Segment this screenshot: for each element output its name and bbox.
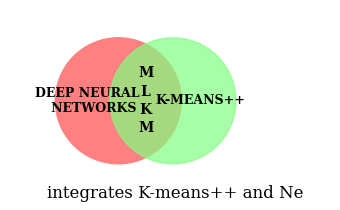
- Circle shape: [55, 38, 181, 164]
- Text: DEEP NEURAL
   NETWORKS: DEEP NEURAL NETWORKS: [35, 87, 139, 115]
- Text: M
L
K
M: M L K M: [138, 66, 153, 135]
- Text: K-MEANS++: K-MEANS++: [155, 94, 245, 107]
- Circle shape: [110, 38, 236, 164]
- Text: integrates K-means++ and Ne: integrates K-means++ and Ne: [47, 185, 303, 202]
